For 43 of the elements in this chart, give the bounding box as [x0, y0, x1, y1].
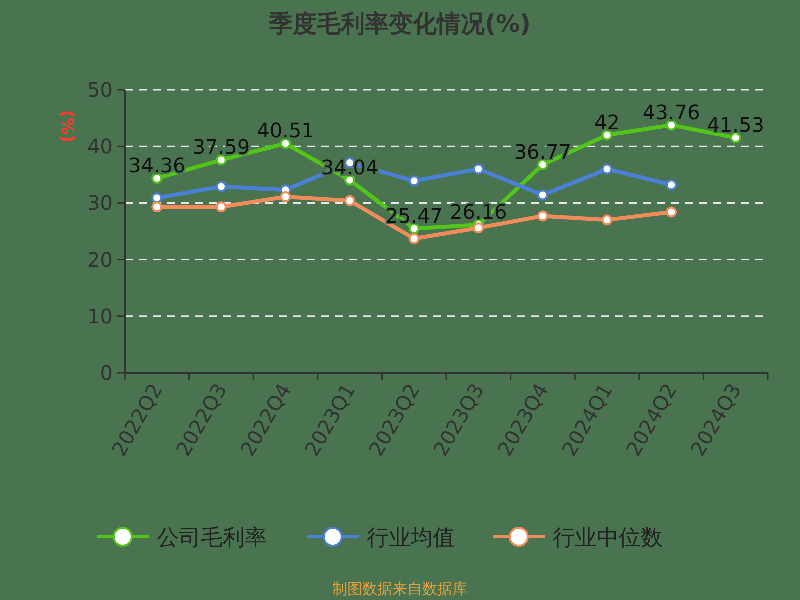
data-label: 41.53 — [707, 112, 764, 137]
legend-label: 行业中位数 — [553, 526, 663, 551]
y-tick-label: 50 — [88, 78, 113, 102]
data-label: 42 — [594, 110, 620, 134]
y-tick-label: 30 — [88, 191, 113, 216]
point — [216, 202, 227, 213]
y-tick-label: 40 — [88, 134, 113, 159]
legend-item: 行业均值 — [307, 526, 455, 551]
point — [666, 206, 678, 218]
point — [152, 192, 163, 204]
y-tick-label: 0 — [100, 361, 113, 385]
legend-item: 公司毛利率 — [97, 526, 267, 551]
legend-item: 行业中位数 — [493, 526, 663, 551]
point — [408, 233, 420, 244]
point — [602, 164, 613, 175]
legend-label: 行业均值 — [367, 526, 455, 551]
text: 制图数据来自数据库 — [332, 580, 468, 598]
point — [730, 132, 742, 144]
point — [537, 190, 548, 201]
point — [537, 159, 548, 170]
data-label: 40.51 — [257, 118, 314, 143]
point — [602, 130, 613, 141]
point — [666, 180, 678, 191]
data-label: 34.36 — [128, 154, 186, 178]
point — [473, 222, 484, 234]
point — [280, 138, 292, 150]
point — [408, 176, 420, 187]
chart-title: 季度毛利率变化情况(%) — [268, 10, 531, 38]
data-label: 43.76 — [642, 100, 700, 124]
point — [280, 191, 292, 202]
y-tick-label: 10 — [88, 304, 113, 328]
point — [666, 120, 678, 131]
y-axis-title: (%) — [57, 110, 77, 143]
point — [602, 214, 613, 226]
point — [473, 164, 484, 175]
y-tick-label: 20 — [88, 248, 113, 272]
point — [537, 210, 548, 222]
point — [152, 202, 163, 213]
point — [216, 181, 227, 192]
point — [344, 195, 356, 206]
data-label: 36.77 — [514, 140, 572, 164]
legend-label: 公司毛利率 — [157, 526, 267, 551]
point — [152, 173, 163, 184]
